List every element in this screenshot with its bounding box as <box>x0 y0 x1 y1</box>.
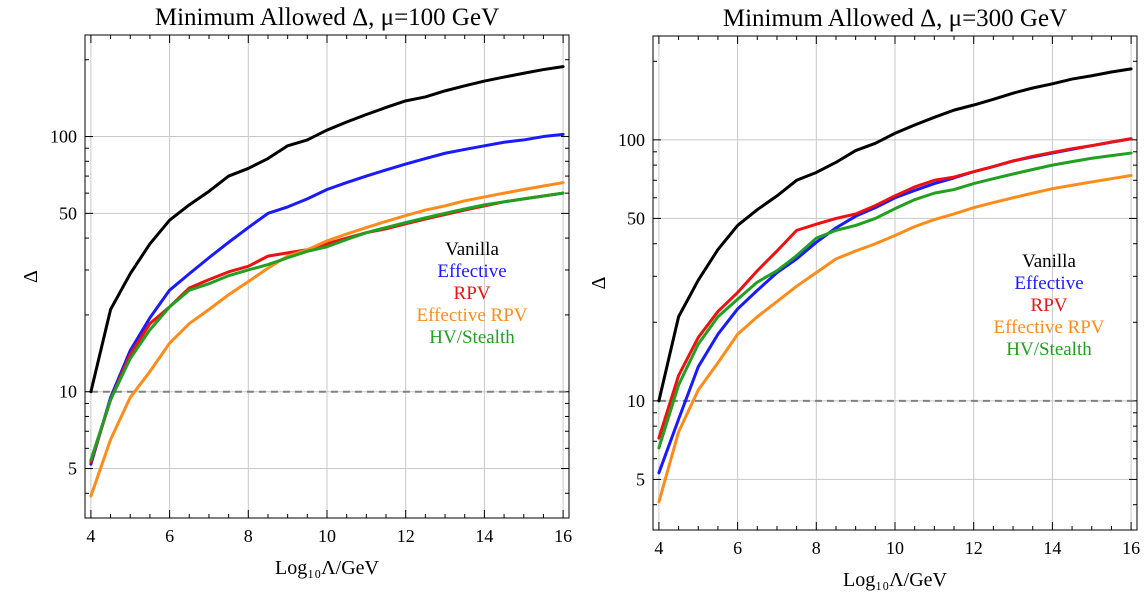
series-line-vanilla <box>657 67 1133 403</box>
chart-title: Minimum Allowed Δ, μ=100 GeV <box>155 4 499 31</box>
series-line-hv-stealth <box>657 151 1133 450</box>
legend-entry: RPV <box>454 283 491 304</box>
series-line-effective-rpv <box>89 181 565 498</box>
y-tick-label: 5 <box>68 459 77 479</box>
x-tick-label: 16 <box>1122 538 1140 558</box>
legend-entry: Effective RPV <box>417 305 528 326</box>
y-tick-label: 100 <box>50 127 77 147</box>
x-tick-label: 4 <box>86 526 95 546</box>
x-tick-label: 16 <box>554 526 572 546</box>
x-tick-label: 14 <box>1043 538 1061 558</box>
x-axis-label: Log₁₀Λ/GeV <box>275 557 380 579</box>
y-tick-label: 10 <box>59 382 77 402</box>
legend-entry: Vanilla <box>445 239 499 260</box>
legend-entry: Effective <box>437 261 506 282</box>
series-line-effective-rpv <box>657 174 1133 504</box>
series-line-rpv <box>657 137 1133 440</box>
chart-title: Minimum Allowed Δ, μ=300 GeV <box>723 5 1067 32</box>
y-tick-label: 5 <box>636 469 645 489</box>
legend-entry: Effective RPV <box>994 317 1105 338</box>
series-line-effective <box>89 132 565 466</box>
x-axis-label: Log₁₀Λ/GeV <box>843 569 948 591</box>
x-tick-label: 8 <box>244 526 253 546</box>
legend-entry: Effective <box>1014 273 1083 294</box>
x-tick-label: 6 <box>165 526 174 546</box>
legend-entry: RPV <box>1031 295 1068 316</box>
legend-entry: HV/Stealth <box>429 327 515 348</box>
x-tick-label: 10 <box>318 526 336 546</box>
y-tick-label: 50 <box>627 208 645 228</box>
y-axis-label: Δ <box>20 270 42 283</box>
x-tick-label: 14 <box>475 526 493 546</box>
x-tick-label: 6 <box>733 538 742 558</box>
x-tick-label: 12 <box>397 526 415 546</box>
y-axis-label: Δ <box>588 276 610 289</box>
series-line-hv-stealth <box>89 191 565 462</box>
x-tick-label: 4 <box>654 538 663 558</box>
y-tick-label: 100 <box>618 130 645 150</box>
legend-entry: Vanilla <box>1022 251 1076 272</box>
x-tick-label: 12 <box>965 538 983 558</box>
x-tick-label: 8 <box>812 538 821 558</box>
y-tick-label: 50 <box>59 203 77 223</box>
legend-entry: HV/Stealth <box>1006 339 1092 360</box>
series-line-vanilla <box>89 65 565 394</box>
y-tick-label: 10 <box>627 391 645 411</box>
x-tick-label: 10 <box>886 538 904 558</box>
chart-panel-1: 4 6 8 10 12 14 16 5 10 50 100 Minimum Allowed Δ, μ=… <box>20 4 572 579</box>
chart-panel-2: 4 6 8 10 12 14 16 5 10 50 100 Minimum Allowed Δ, μ=… <box>588 5 1140 591</box>
